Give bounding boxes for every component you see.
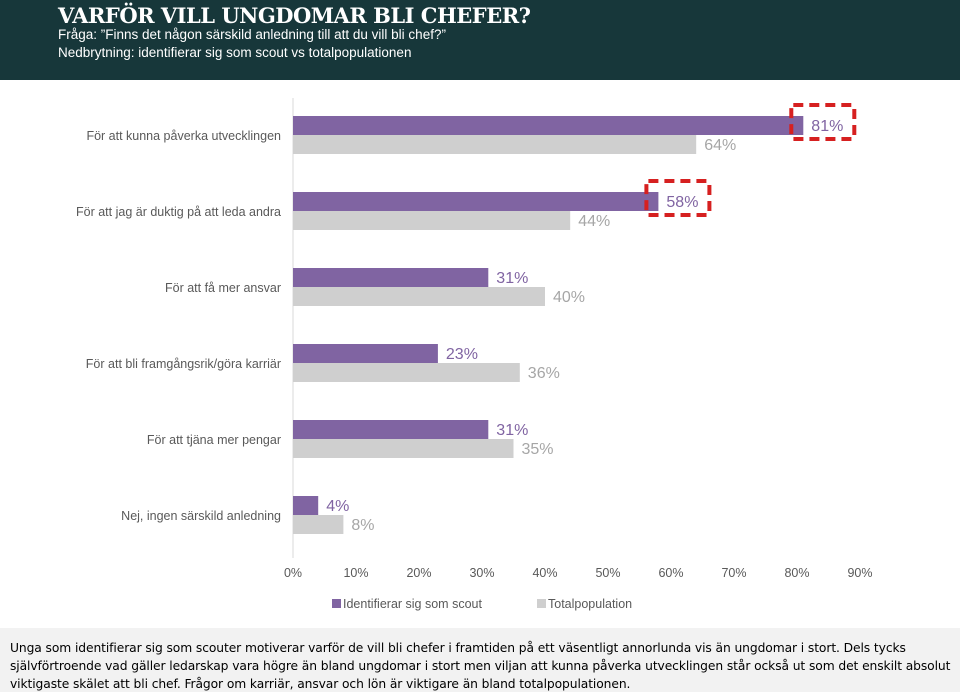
data-label-total: 64% [704,137,736,154]
legend-label-scout: Identifierar sig som scout [343,597,482,611]
page-title: VARFÖR VILL UNGDOMAR BLI CHEFER? [58,3,531,28]
data-label-scout: 58% [666,194,698,211]
data-label-total: 36% [528,365,560,382]
header-banner: VARFÖR VILL UNGDOMAR BLI CHEFER? Fråga: … [0,0,960,80]
x-tick-label: 20% [406,566,431,580]
x-tick-label: 60% [658,566,683,580]
x-tick-label: 10% [343,566,368,580]
data-label-scout: 4% [326,498,349,515]
data-label-scout: 31% [496,270,528,287]
category-label: Nej, ingen särskild anledning [121,509,281,523]
legend-swatch-scout [332,599,341,608]
x-tick-label: 70% [721,566,746,580]
question-subtitle: Fråga: ”Finns det någon särskild anledni… [58,27,446,42]
bar-scout [293,192,659,211]
x-tick-label: 80% [784,566,809,580]
footer-text: Unga som identifierar sig som scouter mo… [10,641,951,691]
bar-scout [293,496,319,515]
data-label-total: 35% [522,441,554,458]
x-tick-label: 30% [469,566,494,580]
category-label: För att kunna påverka utvecklingen [86,129,281,143]
x-tick-label: 0% [284,566,302,580]
data-label-total: 8% [351,517,374,534]
bar-scout [293,116,804,135]
bar-chart: För att kunna påverka utvecklingen 81% 64%… [76,98,873,611]
bar-total [293,515,344,534]
x-tick-label: 40% [532,566,557,580]
data-label-scout: 23% [446,346,478,363]
bar-total [293,135,697,154]
bar-total [293,287,545,306]
bar-total [293,439,514,458]
legend-swatch-total [537,599,546,608]
x-tick-label: 90% [847,566,872,580]
category-label: För att bli framgångsrik/göra karriär [86,357,281,371]
bar-scout [293,344,438,363]
bar-total [293,363,520,382]
category-label: För att jag är duktig på att leda andra [76,205,281,219]
data-label-total: 40% [553,289,585,306]
bar-scout [293,268,489,287]
x-tick-label: 50% [595,566,620,580]
category-label: För att tjäna mer pengar [147,433,281,447]
data-label-scout: 31% [496,422,528,439]
bar-scout [293,420,489,439]
bar-total [293,211,571,230]
data-label-total: 44% [578,213,610,230]
footer-commentary: Unga som identifierar sig som scouter mo… [0,628,960,692]
legend-label-total: Totalpopulation [548,597,632,611]
data-label-scout: 81% [811,118,843,135]
breakdown-subtitle: Nedbrytning: identifierar sig som scout … [58,45,412,60]
category-label: För att få mer ansvar [165,281,281,295]
